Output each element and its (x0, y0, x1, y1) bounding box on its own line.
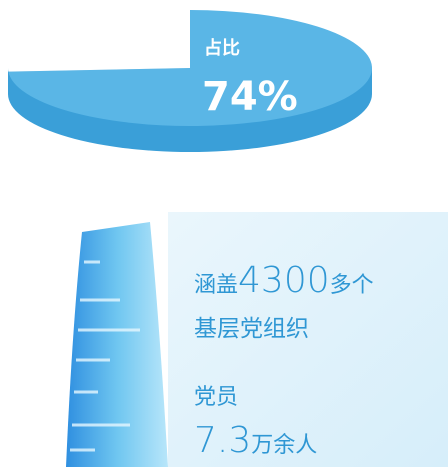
value-label: 74% (202, 74, 298, 120)
tower (66, 222, 168, 467)
member-suffix: 万余人 (251, 433, 317, 458)
infographic: 占比 74% 涵盖4300多个 基层党组织 党员 7.3万余人 (0, 0, 448, 467)
coverage-suffix: 多个 (330, 273, 374, 298)
slice-label: 占比 (204, 37, 240, 59)
member-label: 党员 (194, 385, 238, 410)
pie-slice (8, 10, 190, 72)
coverage-prefix: 涵盖 (194, 273, 238, 298)
coverage-line2: 基层党组织 (194, 316, 309, 342)
member-number: 7.3 (194, 420, 251, 461)
pie (8, 10, 372, 152)
coverage-count: 4300 (238, 260, 330, 301)
